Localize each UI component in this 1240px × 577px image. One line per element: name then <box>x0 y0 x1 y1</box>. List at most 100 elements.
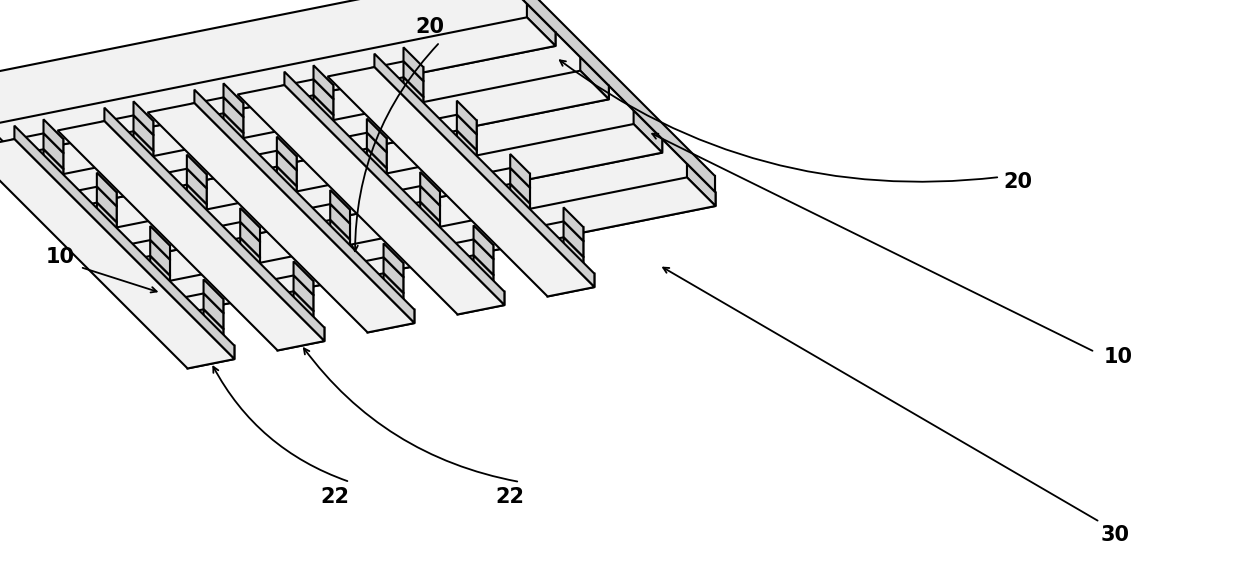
Polygon shape <box>150 256 170 290</box>
Polygon shape <box>84 193 117 213</box>
Polygon shape <box>367 133 387 168</box>
Polygon shape <box>461 245 494 266</box>
Polygon shape <box>388 186 440 212</box>
Polygon shape <box>264 171 296 193</box>
Polygon shape <box>408 206 440 228</box>
Polygon shape <box>122 121 154 142</box>
Polygon shape <box>441 269 494 296</box>
Polygon shape <box>301 85 334 106</box>
Polygon shape <box>510 184 529 218</box>
Polygon shape <box>335 133 387 159</box>
Polygon shape <box>211 103 243 123</box>
Polygon shape <box>477 198 529 224</box>
Polygon shape <box>294 275 314 311</box>
Polygon shape <box>551 227 583 248</box>
Polygon shape <box>527 4 556 46</box>
Polygon shape <box>134 102 154 135</box>
Polygon shape <box>444 151 476 171</box>
Text: 22: 22 <box>496 487 525 507</box>
Polygon shape <box>43 149 63 183</box>
Polygon shape <box>15 32 556 154</box>
Polygon shape <box>317 240 350 260</box>
Polygon shape <box>84 207 117 229</box>
Polygon shape <box>148 177 715 314</box>
Polygon shape <box>97 187 117 223</box>
Polygon shape <box>371 278 403 299</box>
Polygon shape <box>294 261 314 295</box>
Polygon shape <box>301 99 334 122</box>
Polygon shape <box>383 273 403 307</box>
Polygon shape <box>371 77 423 103</box>
Polygon shape <box>456 100 476 134</box>
Polygon shape <box>314 95 334 129</box>
Polygon shape <box>444 134 476 157</box>
Polygon shape <box>64 187 117 213</box>
Polygon shape <box>40 71 609 207</box>
Polygon shape <box>461 259 494 282</box>
Polygon shape <box>84 223 117 243</box>
Polygon shape <box>69 86 609 207</box>
Polygon shape <box>138 260 170 282</box>
Polygon shape <box>371 263 403 284</box>
Polygon shape <box>330 220 350 254</box>
Polygon shape <box>497 174 529 194</box>
Polygon shape <box>391 67 423 88</box>
Polygon shape <box>122 151 154 172</box>
Polygon shape <box>441 239 494 266</box>
Polygon shape <box>461 275 494 296</box>
Polygon shape <box>148 103 414 332</box>
Polygon shape <box>294 291 314 325</box>
Polygon shape <box>262 305 314 332</box>
Text: 10: 10 <box>46 247 74 267</box>
Polygon shape <box>330 204 350 240</box>
Polygon shape <box>367 310 414 332</box>
Polygon shape <box>175 189 207 211</box>
Polygon shape <box>0 139 234 369</box>
Polygon shape <box>211 117 243 140</box>
Polygon shape <box>281 80 334 106</box>
Polygon shape <box>43 133 63 169</box>
Polygon shape <box>264 186 296 207</box>
Polygon shape <box>102 115 154 142</box>
Polygon shape <box>203 279 223 313</box>
Polygon shape <box>97 203 117 237</box>
Polygon shape <box>317 210 350 230</box>
Polygon shape <box>93 124 662 261</box>
Polygon shape <box>43 119 63 153</box>
Polygon shape <box>175 176 715 300</box>
Polygon shape <box>367 149 387 182</box>
Polygon shape <box>551 241 583 264</box>
Polygon shape <box>191 299 223 320</box>
Polygon shape <box>171 294 223 320</box>
Polygon shape <box>238 85 505 314</box>
Polygon shape <box>458 291 505 314</box>
Polygon shape <box>187 346 234 369</box>
Polygon shape <box>563 222 583 257</box>
Polygon shape <box>391 97 423 118</box>
Polygon shape <box>150 240 170 276</box>
Polygon shape <box>228 242 260 264</box>
Polygon shape <box>31 153 63 175</box>
Polygon shape <box>118 256 170 282</box>
Polygon shape <box>298 234 350 260</box>
Polygon shape <box>374 54 594 287</box>
Polygon shape <box>420 186 440 222</box>
Polygon shape <box>175 174 207 195</box>
Polygon shape <box>424 145 476 171</box>
Polygon shape <box>474 239 494 275</box>
Polygon shape <box>531 252 583 278</box>
Polygon shape <box>134 132 154 165</box>
Polygon shape <box>134 115 154 151</box>
Polygon shape <box>195 89 414 323</box>
Polygon shape <box>175 204 207 225</box>
Polygon shape <box>241 238 260 272</box>
Polygon shape <box>277 167 296 201</box>
Polygon shape <box>281 311 314 332</box>
Polygon shape <box>118 270 170 297</box>
Polygon shape <box>474 226 494 259</box>
Polygon shape <box>335 149 387 175</box>
Polygon shape <box>497 188 529 210</box>
Polygon shape <box>31 169 63 190</box>
Polygon shape <box>367 119 387 152</box>
Polygon shape <box>277 151 296 186</box>
